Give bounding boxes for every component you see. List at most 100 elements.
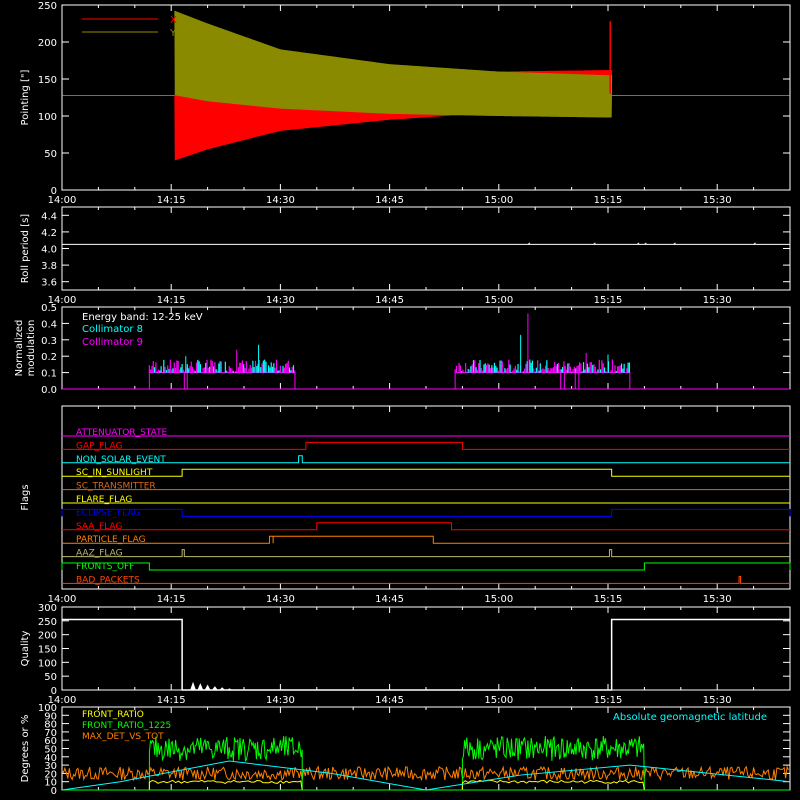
y-tick-label: 0.3 [41,336,57,347]
y-axis-label: Quality [20,631,31,667]
flag-label-fronts-off: FRONTS_OFF [76,562,134,572]
x-tick-label: 14:45 [375,695,404,706]
x-tick-label: 14:00 [48,594,77,605]
y-axis-label: modulation [26,320,37,377]
y-tick-label: 3.8 [41,261,57,272]
quality-burst [219,687,226,690]
ratios-series-max-det [61,765,789,782]
flag-line-sc-in-sunlight [62,468,790,477]
y-tick-label: 50 [44,745,57,756]
ratios-series-front-1225 [461,735,645,791]
pointing-envelope-y [174,10,612,118]
x-tick-label: 15:15 [594,295,623,306]
y-tick-label: 90 [44,711,57,722]
x-tick-label: 14:30 [266,594,295,605]
roll-glitch [644,242,647,245]
y-tick-label: 50 [44,672,57,683]
legend-label-ratio: FRONT_RATIO [82,710,144,720]
y-tick-label: 40 [44,753,57,764]
x-tick-label: 15:15 [594,695,623,706]
modulation-dip [574,372,580,389]
y-tick-label: 50 [44,149,57,160]
y-axis-label: Normalized [14,320,25,377]
flag-label-non-solar-event: NON_SOLAR_EVENT [76,455,166,465]
y-axis-label: Degrees or % [20,715,31,783]
modulation-dip [183,372,188,389]
y-tick-label: 4.0 [41,245,57,256]
quality-burst [197,683,204,690]
x-tick-label: 14:30 [266,195,295,206]
x-tick-label: 15:30 [703,195,732,206]
y-tick-label: 0 [51,686,57,697]
y-tick-label: 20 [44,769,57,780]
y-tick-label: 200 [38,631,57,642]
y-tick-label: 4.4 [41,211,57,222]
y-tick-label: 0.0 [41,385,57,396]
y-tick-label: 0 [51,786,57,797]
legend-label-collimator: Collimator 8 [82,324,143,335]
roll-glitch [673,242,676,245]
annotation-latitude: Absolute geomagnetic latitude [613,712,767,723]
y-axis-label: Pointing ["] [20,69,31,125]
legend-label-y: Y [169,28,177,39]
legend-label-x: X [170,15,177,26]
flag-line-gap-flag [62,441,790,450]
flag-label-sc-in-sunlight: SC_IN_SUNLIGHT [76,468,153,478]
y-tick-label: 0.5 [41,303,57,314]
ratios-series-front [148,779,303,791]
flag-label-saa-flag: SAA_FLAG [76,522,122,532]
x-tick-label: 15:00 [484,594,513,605]
y-axis-label: Roll period [s] [20,214,31,283]
y-tick-label: 100 [38,658,57,669]
y-tick-label: 60 [44,736,57,747]
flag-label-attenuator-state: ATTENUATOR_STATE [76,428,168,438]
flag-line-bad-packets [62,575,790,584]
flag-label-particle-flag: PARTICLE_FLAG [76,535,146,545]
x-tick-label: 14:45 [375,594,404,605]
y-axis-label: Flags [20,484,31,510]
flag-label-bad-packets: BAD_PACKETS [76,575,140,585]
x-tick-label: 15:30 [703,594,732,605]
flag-line-fronts-off [61,562,791,571]
y-tick-label: 80 [44,720,57,731]
legend-label-collimator: Collimator 9 [82,337,143,348]
y-tick-label: 3.6 [41,278,57,289]
x-tick-label: 14:15 [157,594,186,605]
y-tick-label: 150 [38,645,57,656]
x-tick-label: 14:30 [266,295,295,306]
legend-title: Energy band: 12-25 keV [82,312,203,323]
y-tick-label: 150 [38,75,57,86]
ratios-series-front [461,779,645,791]
x-tick-label: 15:00 [484,195,513,206]
y-tick-label: 10 [44,778,57,789]
roll-glitch [527,242,531,245]
roll-glitch [753,242,756,245]
roll-panel: 14:00 14:15 14:30 14:45 15:00 15:15 15:30 3.6 3.… [20,206,791,306]
quality-series [62,618,790,691]
y-tick-label: 4.2 [41,228,57,239]
flags-panel: 14:00 14:15 14:30 14:45 15:00 15:15 15:30 Flags… [20,405,791,605]
x-tick-label: 14:15 [157,295,186,306]
flag-label-aaz-flag: AAZ_FLAG [76,549,123,559]
x-tick-label: 15:00 [484,695,513,706]
modulation-dip [560,372,565,389]
x-tick-label: 15:15 [594,195,623,206]
roll-glitch [636,242,640,245]
quality-burst [204,684,211,690]
flag-line-particle-flag [62,535,790,544]
flag-label-sc-transmitter: SC_TRANSMITTER [76,482,156,492]
x-tick-label: 14:00 [48,195,77,206]
legend-label-ratio: MAX_DET_VS_TOT [82,732,164,742]
x-tick-label: 15:30 [703,695,732,706]
quality-burst [226,688,233,690]
quality-burst [190,681,196,690]
y-tick-label: 70 [44,728,57,739]
y-tick-label: 250 [38,617,57,628]
y-tick-label: 100 [38,703,57,714]
y-tick-label: 30 [44,761,57,772]
flag-line-non-solar-event [62,455,790,464]
flag-label-flare-flag: FLARE_FLAG [76,495,132,505]
flag-label-eclipse-flag: ECLIPSE_FLAG [76,508,140,518]
